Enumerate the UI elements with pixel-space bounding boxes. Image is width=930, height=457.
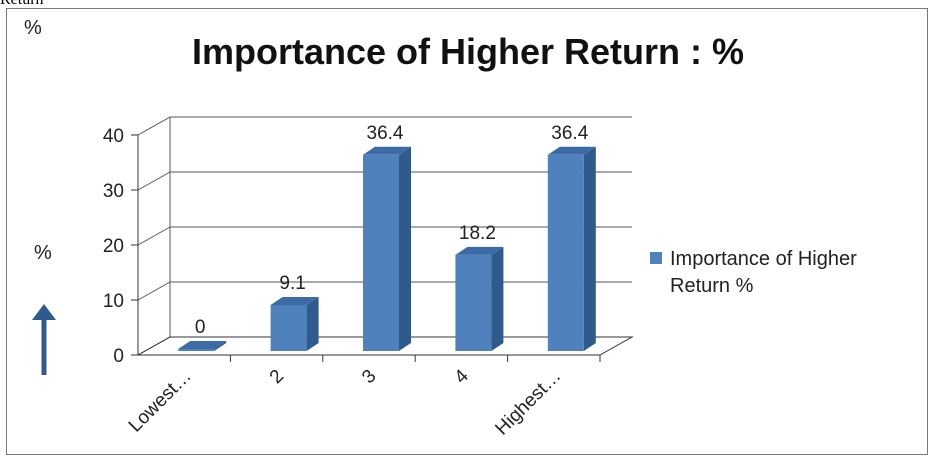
y-tick-label: 20 [103, 236, 124, 257]
bar-front [547, 154, 584, 351]
bar [270, 296, 319, 351]
bar-front [178, 349, 215, 351]
x-tick-label: 4 [451, 365, 474, 388]
bar [178, 341, 227, 351]
y-axis-percent-label: % [34, 242, 52, 264]
chart-floor [136, 336, 634, 356]
legend-entry: Importance of Higher [650, 246, 925, 273]
legend-swatch [650, 252, 662, 264]
data-label: 36.4 [367, 123, 404, 144]
bar-layer [178, 146, 596, 351]
y-tick-label: 10 [103, 291, 124, 312]
x-tick-label: 2 [266, 366, 288, 388]
data-label: 18.2 [459, 223, 496, 244]
up-arrow-icon [32, 304, 56, 375]
legend: Importance of Higher Return % [650, 246, 925, 300]
bar-side [583, 146, 596, 351]
wall-gridline [137, 226, 171, 246]
x-tick-label: Lowest… [125, 366, 196, 437]
corner-percent-label: % [24, 17, 42, 39]
bar-top [455, 246, 504, 255]
bar-front [455, 254, 492, 351]
wall-gridline [137, 116, 171, 136]
data-label: 0 [195, 317, 206, 338]
label-layer: 0 9.1 36.4 18.2 36.4 [195, 123, 589, 338]
y-tick-label: 40 [103, 126, 124, 147]
bar-side [399, 146, 411, 351]
bar [547, 146, 596, 351]
bar-front [363, 154, 399, 351]
wall-gridline [137, 281, 171, 301]
data-label: 36.4 [551, 123, 588, 144]
bar [363, 146, 411, 351]
bar-top [363, 146, 411, 155]
legend-label-line2: Return % [670, 275, 754, 297]
bar-top [270, 296, 319, 305]
y-tick-label: 30 [103, 181, 124, 202]
bar [455, 246, 504, 351]
bar-side [491, 246, 504, 351]
x-tick-label: Highest… [491, 366, 565, 440]
data-label: 9.1 [279, 273, 305, 294]
bar-top [178, 341, 227, 349]
bar-front [270, 304, 307, 351]
bar-side [306, 296, 319, 351]
top-caption: Return [0, 0, 44, 9]
chart-frame [6, 8, 928, 455]
wall-gridline [137, 171, 171, 191]
x-tick-label: 3 [358, 366, 380, 388]
bar-top [547, 146, 596, 155]
y-tick-label: 0 [113, 346, 124, 367]
legend-label-line1: Importance of Higher [670, 248, 857, 270]
chart-title: Importance of Higher Return : % [191, 31, 745, 72]
bar-side [214, 341, 227, 351]
